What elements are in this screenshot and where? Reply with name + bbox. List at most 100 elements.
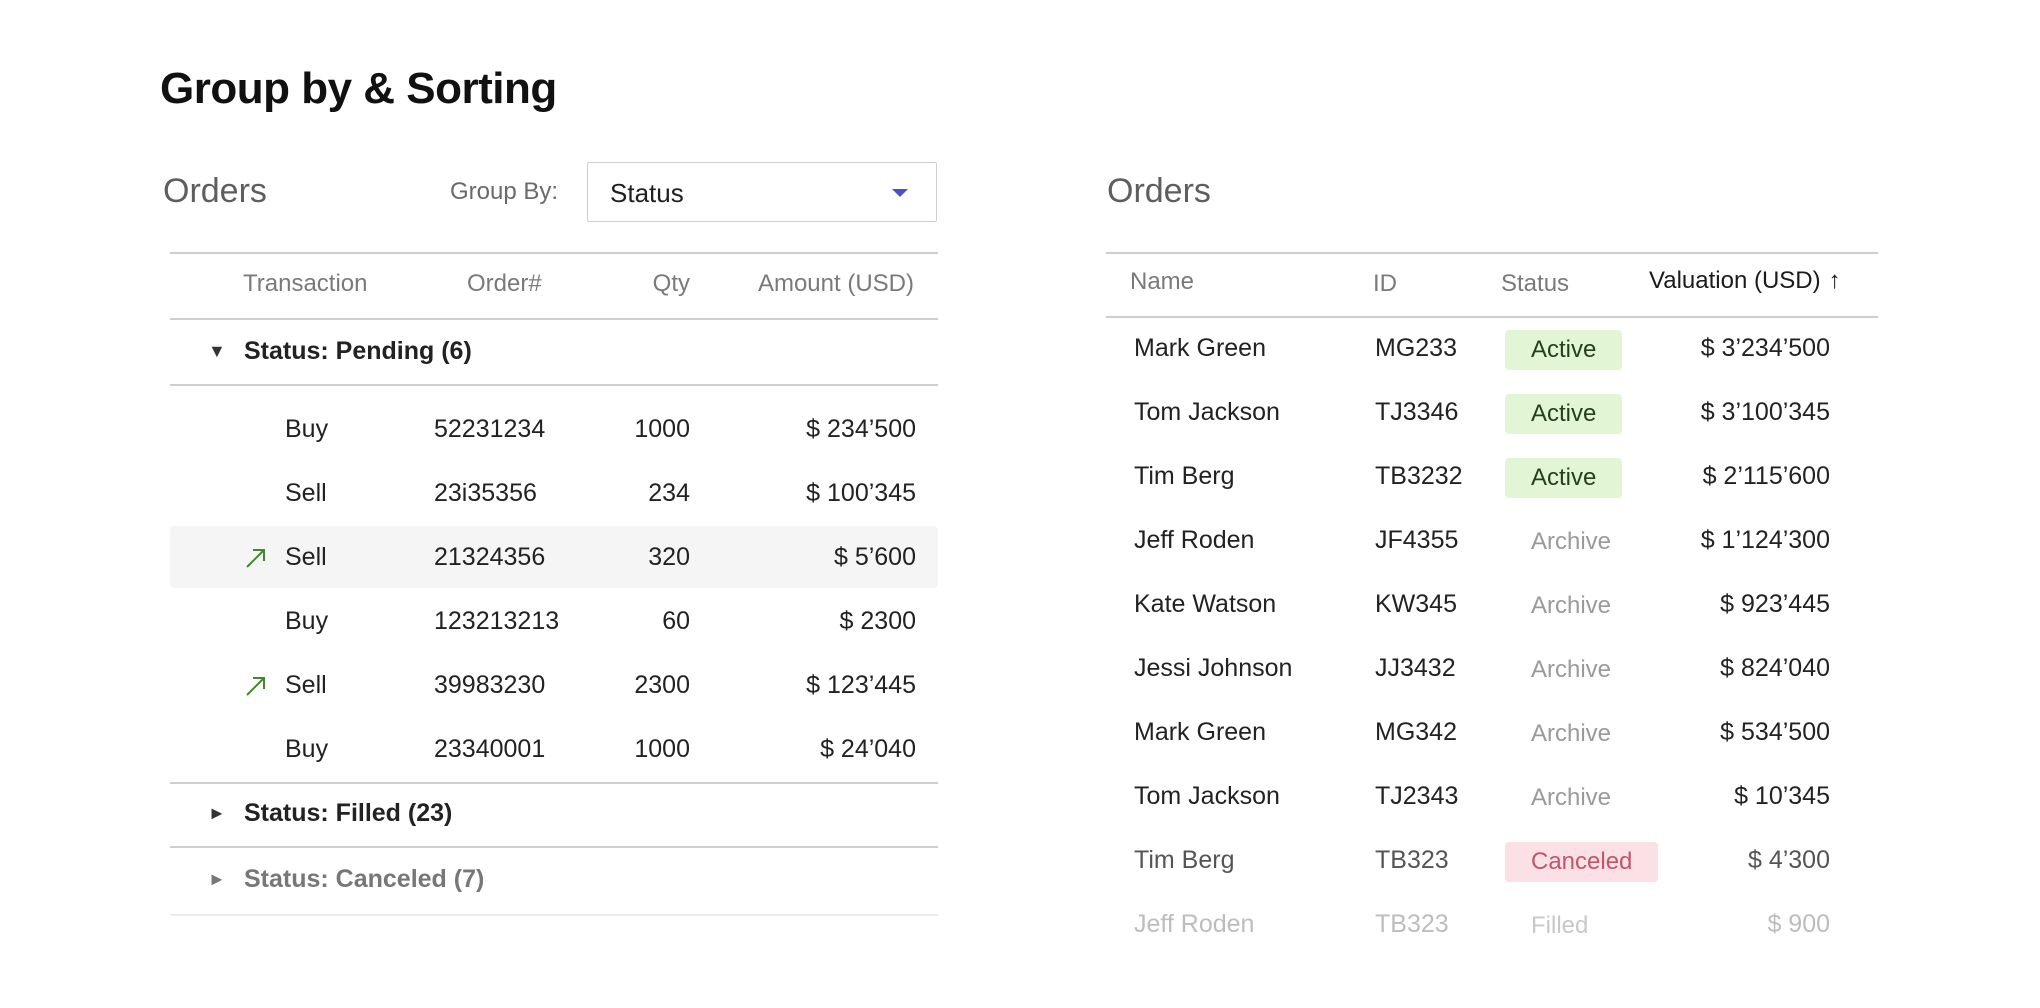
- table-row[interactable]: Tim Berg TB323 Canceled $ 4’300: [1106, 830, 1878, 894]
- triangle-right-icon[interactable]: ►: [208, 803, 226, 823]
- column-header-id[interactable]: ID: [1373, 270, 1397, 297]
- status-badge: Active: [1505, 394, 1623, 434]
- name-cell: Jessi Johnson: [1134, 654, 1293, 682]
- name-cell: Kate Watson: [1134, 590, 1277, 618]
- id-cell: JF4355: [1375, 526, 1459, 554]
- group-label: Status: Canceled (7): [244, 865, 485, 893]
- qty-cell: 320: [648, 543, 690, 571]
- table-row[interactable]: Mark Green MG233 Active $ 3’234’500: [1106, 318, 1878, 382]
- status-badge: Archive: [1531, 784, 1612, 811]
- transaction-cell: Sell: [285, 671, 327, 699]
- triangle-down-icon[interactable]: ▼: [208, 341, 226, 361]
- panel-title: Orders: [1107, 172, 1211, 210]
- order-cell: 21324356: [434, 543, 546, 571]
- table-row[interactable]: Sell 39983230 2300 $ 123’445: [170, 654, 938, 716]
- id-cell: TB3232: [1375, 462, 1463, 490]
- transaction-cell: Sell: [285, 479, 327, 507]
- status-badge: Archive: [1531, 528, 1612, 555]
- divider: [170, 782, 938, 784]
- amount-cell: $ 100’345: [806, 479, 916, 507]
- divider: [170, 384, 938, 386]
- name-cell: Jeff Roden: [1134, 526, 1255, 554]
- table-row[interactable]: Tom Jackson TJ2343 Archive $ 10’345: [1106, 766, 1878, 830]
- qty-cell: 1000: [634, 415, 690, 443]
- valuation-cell: $ 10’345: [1734, 782, 1830, 810]
- id-cell: TJ3346: [1375, 398, 1459, 426]
- valuation-cell: $ 3’100’345: [1700, 398, 1830, 426]
- order-cell: 39983230: [434, 671, 546, 699]
- qty-cell: 60: [662, 607, 690, 635]
- order-cell: 123213213: [434, 607, 560, 635]
- order-cell: 23i35356: [434, 479, 537, 507]
- group-row-pending[interactable]: ▼ Status: Pending (6): [170, 320, 938, 382]
- table-row[interactable]: Buy 123213213 60 $ 2300: [170, 590, 938, 652]
- group-row-filled[interactable]: ► Status: Filled (23): [170, 782, 938, 844]
- table-row[interactable]: Tim Berg TB3232 Active $ 2’115’600: [1106, 446, 1878, 510]
- id-cell: MG233: [1375, 334, 1457, 362]
- transaction-cell: Sell: [285, 543, 327, 571]
- arrow-up-right-icon: [246, 549, 265, 568]
- table-row[interactable]: Jessi Johnson JJ3432 Archive $ 824’040: [1106, 638, 1878, 702]
- valuation-cell: $ 2’115’600: [1702, 462, 1830, 490]
- status-badge: Active: [1505, 458, 1623, 498]
- column-header-valuation[interactable]: Valuation (USD) ↑: [1649, 267, 1841, 295]
- valuation-cell: $ 4’300: [1747, 846, 1830, 874]
- table-row-highlighted[interactable]: Sell 21324356 320 $ 5’600: [170, 526, 938, 588]
- qty-cell: 2300: [634, 671, 690, 699]
- status-badge: Filled: [1531, 912, 1589, 939]
- arrow-up-icon[interactable]: ↑: [1828, 267, 1841, 294]
- column-header-amount[interactable]: Amount (USD): [757, 270, 914, 297]
- column-header-status[interactable]: Status: [1501, 270, 1570, 297]
- table-row[interactable]: Mark Green MG342 Archive $ 534’500: [1106, 702, 1878, 766]
- divider: [170, 318, 938, 320]
- column-header-order[interactable]: Order#: [467, 270, 542, 297]
- group-row-canceled[interactable]: ► Status: Canceled (7): [170, 848, 938, 910]
- group-label: Status: Filled (23): [244, 799, 453, 827]
- transaction-cell: Buy: [285, 415, 329, 443]
- divider: [1106, 316, 1878, 318]
- name-cell: Jeff Roden: [1134, 910, 1255, 938]
- name-cell: Tom Jackson: [1134, 782, 1280, 810]
- transaction-cell: Buy: [285, 607, 329, 635]
- name-cell: Tim Berg: [1134, 462, 1235, 490]
- valuation-cell: $ 534’500: [1720, 718, 1830, 746]
- column-header-qty[interactable]: Qty: [652, 270, 690, 297]
- id-cell: TJ2343: [1375, 782, 1459, 810]
- id-cell: MG342: [1375, 718, 1457, 746]
- amount-cell: $ 5’600: [833, 543, 916, 571]
- amount-cell: $ 123’445: [806, 671, 916, 699]
- triangle-right-icon[interactable]: ►: [208, 869, 226, 889]
- amount-cell: $ 234’500: [806, 415, 916, 443]
- name-cell: Mark Green: [1134, 334, 1266, 362]
- order-cell: 52231234: [434, 415, 546, 443]
- name-cell: Mark Green: [1134, 718, 1266, 746]
- status-badge: Canceled: [1505, 842, 1659, 882]
- group-label: Status: Pending (6): [244, 337, 472, 365]
- panel-title: Orders: [163, 172, 267, 210]
- status-badge: Archive: [1531, 720, 1612, 747]
- column-header-transaction[interactable]: Transaction: [243, 270, 368, 297]
- table-row[interactable]: Buy 23340001 1000 $ 24’040: [170, 718, 938, 780]
- valuation-cell: $ 1’124’300: [1700, 526, 1830, 554]
- id-cell: TB323: [1375, 910, 1449, 938]
- column-header-label: Valuation (USD): [1649, 267, 1821, 294]
- group-by-select[interactable]: Status: [587, 162, 937, 222]
- table-row[interactable]: Tom Jackson TJ3346 Active $ 3’100’345: [1106, 382, 1878, 446]
- column-header-name[interactable]: Name: [1130, 268, 1195, 295]
- id-cell: KW345: [1375, 590, 1457, 618]
- id-cell: JJ3432: [1375, 654, 1456, 682]
- table-row[interactable]: Jeff Roden TB323 Filled $ 900: [1106, 894, 1878, 958]
- transaction-cell: Buy: [285, 735, 329, 763]
- name-cell: Tom Jackson: [1134, 398, 1280, 426]
- page-title: Group by & Sorting: [160, 64, 557, 113]
- table-row[interactable]: Jeff Roden JF4355 Archive $ 1’124’300: [1106, 510, 1878, 574]
- amount-cell: $ 24’040: [820, 735, 916, 763]
- amount-cell: $ 2300: [839, 607, 916, 635]
- order-cell: 23340001: [434, 735, 546, 763]
- group-by-label: Group By:: [450, 178, 559, 205]
- qty-cell: 1000: [634, 735, 690, 763]
- table-row[interactable]: Kate Watson KW345 Archive $ 923’445: [1106, 574, 1878, 638]
- table-row[interactable]: Sell 23i35356 234 $ 100’345: [170, 462, 938, 524]
- table-row[interactable]: Buy 52231234 1000 $ 234’500: [170, 398, 938, 460]
- divider: [1106, 252, 1878, 254]
